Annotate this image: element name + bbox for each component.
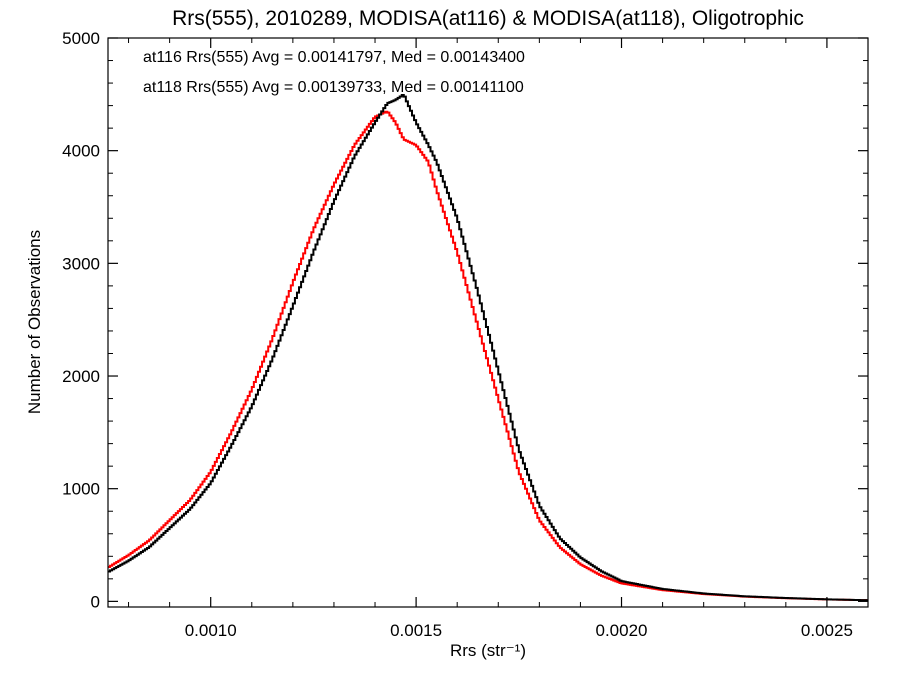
- y-axis-ticks: 0 1000 2000 3000 4000 5000: [62, 29, 868, 611]
- series-line-at118: [108, 110, 868, 602]
- y-tick-label: 3000: [62, 254, 100, 273]
- y-tick-label: 2000: [62, 367, 100, 386]
- y-axis-label: Number of Observations: [25, 230, 44, 414]
- series-layer: [108, 94, 868, 602]
- legend-entry-at118: at118 Rrs(555) Avg = 0.00139733, Med = 0…: [143, 79, 524, 96]
- series-line-at116: [108, 94, 868, 602]
- x-tick-label: 0.0025: [801, 621, 853, 640]
- plot-frame: [107, 37, 869, 608]
- x-tick-label: 0.0020: [596, 621, 648, 640]
- y-tick-label: 4000: [62, 142, 100, 161]
- x-axis-ticks: 0.0010 0.0015 0.0020 0.0025: [128, 38, 869, 640]
- x-tick-label: 0.0015: [390, 621, 442, 640]
- y-tick-label: 0: [91, 592, 100, 611]
- y-tick-label: 5000: [62, 29, 100, 48]
- x-axis-label: Rrs (str⁻¹): [450, 641, 526, 660]
- legend-entry-at116: at116 Rrs(555) Avg = 0.00141797, Med = 0…: [143, 49, 525, 66]
- chart-title: Rrs(555), 2010289, MODISA(at116) & MODIS…: [172, 7, 804, 30]
- y-tick-label: 1000: [62, 480, 100, 499]
- x-tick-label: 0.0010: [185, 621, 237, 640]
